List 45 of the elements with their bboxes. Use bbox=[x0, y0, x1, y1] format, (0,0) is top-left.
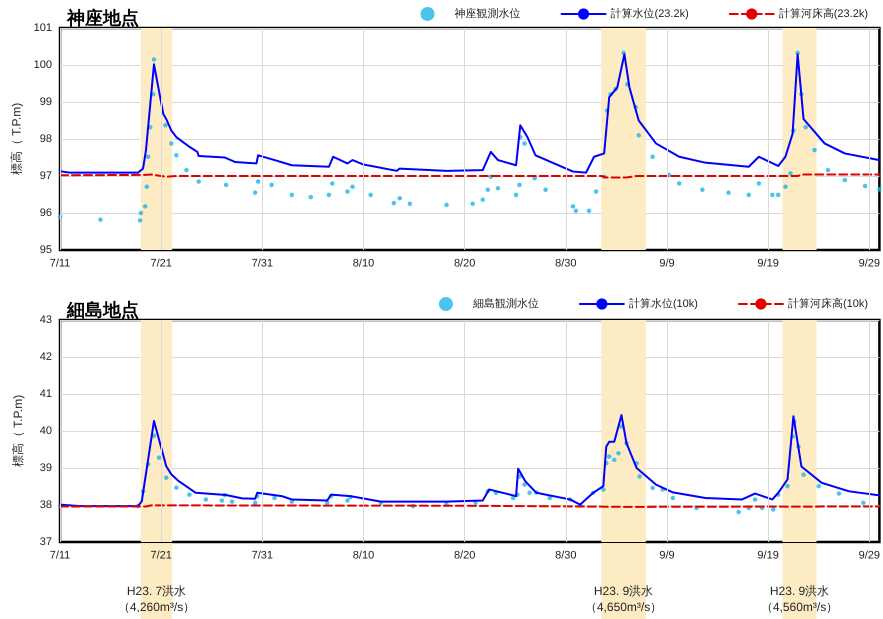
x-tick-label: 8/20 bbox=[454, 258, 476, 270]
x-tick-label: 7/21 bbox=[150, 258, 172, 270]
y-tick-label: 95 bbox=[40, 244, 52, 256]
legend-label: 計算水位(23.2k) bbox=[610, 7, 689, 20]
legend-label: 計算河床高(23.2k) bbox=[778, 7, 868, 20]
x-tick-label: 7/31 bbox=[252, 258, 274, 270]
legend-label: 神座観測水位 bbox=[454, 7, 521, 20]
y-tick-label: 41 bbox=[40, 388, 52, 400]
y-axis-title: 標高（ T.P.m) bbox=[11, 394, 25, 468]
x-tick-label: 9/9 bbox=[659, 550, 675, 562]
chart-title: 細島地点 bbox=[66, 300, 139, 320]
x-tick-label: 9/19 bbox=[757, 258, 779, 270]
y-tick-label: 98 bbox=[40, 133, 52, 145]
y-tick-label: 101 bbox=[34, 22, 52, 34]
x-tick-label: 7/21 bbox=[150, 550, 172, 562]
x-tick-label: 8/10 bbox=[352, 550, 374, 562]
y-tick-label: 42 bbox=[40, 351, 52, 363]
band-label: H23. 7洪水（4,260m³/s） bbox=[118, 584, 196, 614]
y-tick-label: 38 bbox=[40, 499, 52, 511]
x-tick-label: 8/20 bbox=[454, 550, 476, 562]
y-tick-label: 100 bbox=[34, 59, 52, 71]
x-tick-label: 9/29 bbox=[858, 550, 880, 562]
legend-label: 細島観測水位 bbox=[472, 297, 539, 310]
y-tick-label: 37 bbox=[40, 536, 52, 548]
y-tick-label: 39 bbox=[40, 462, 52, 474]
band-label: H23. 9洪水（4,560m³/s） bbox=[760, 584, 838, 614]
x-tick-label: 9/29 bbox=[858, 258, 880, 270]
x-tick-label: 7/11 bbox=[50, 258, 70, 270]
y-axis-title: 標高（ T.P.m) bbox=[10, 102, 24, 176]
x-tick-label: 7/11 bbox=[50, 550, 70, 562]
y-tick-label: 40 bbox=[40, 425, 52, 437]
legend-label: 計算水位(10k) bbox=[628, 297, 698, 310]
x-tick-label: 9/19 bbox=[757, 550, 779, 562]
legend-label: 計算河床高(10k) bbox=[788, 297, 868, 310]
band-label: H23. 9洪水（4,650m³/s） bbox=[584, 584, 662, 614]
x-tick-label: 8/10 bbox=[352, 258, 374, 270]
y-tick-label: 43 bbox=[40, 314, 52, 326]
y-tick-label: 96 bbox=[40, 207, 52, 219]
x-tick-label: 8/30 bbox=[555, 258, 577, 270]
y-tick-label: 97 bbox=[40, 170, 52, 182]
x-tick-label: 7/31 bbox=[252, 550, 274, 562]
x-tick-label: 8/30 bbox=[555, 550, 577, 562]
x-tick-label: 9/9 bbox=[659, 258, 675, 270]
y-tick-label: 99 bbox=[40, 96, 52, 108]
chart-title: 神座地点 bbox=[66, 8, 139, 28]
